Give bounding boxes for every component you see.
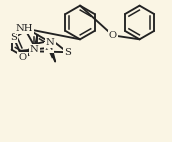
Text: O: O [18,53,27,62]
Text: N: N [45,43,53,52]
Text: N: N [30,45,39,54]
Text: O: O [109,31,117,40]
Text: S: S [64,48,71,57]
Text: NH: NH [16,24,33,33]
Text: S: S [10,33,17,42]
Text: N: N [46,38,55,47]
